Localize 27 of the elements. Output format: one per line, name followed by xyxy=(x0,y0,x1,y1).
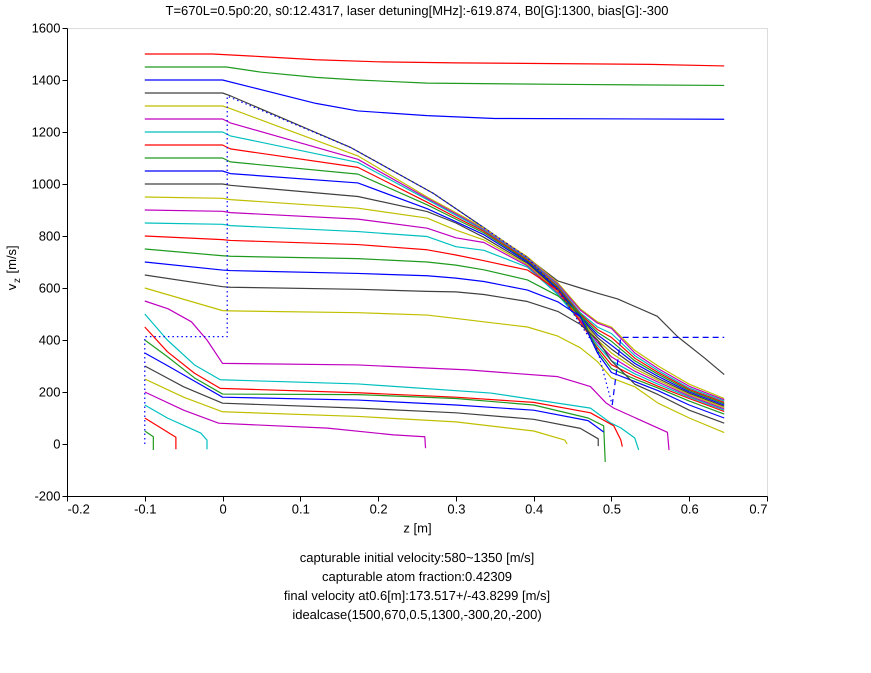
y-tick-label: 0 xyxy=(53,436,60,452)
y-tick-label: 1600 xyxy=(32,20,60,36)
x-tick-label: 0.2 xyxy=(370,502,388,516)
chart-title: T=670L=0.5p0:20, s0:12.4317, laser detuning[MHz]:-619.874, B0[G]:1300, bias[G]:-300 xyxy=(165,3,669,18)
y-tick-label: 200 xyxy=(38,384,60,400)
x-tick-label: 0.1 xyxy=(292,502,310,516)
text: capturable initial velocity:580~1350 [m/s] xyxy=(300,550,534,565)
y-tick-label: -200 xyxy=(34,488,60,504)
x-tick-label: -0.1 xyxy=(134,502,156,516)
x-tick-label: 0.6 xyxy=(680,502,699,516)
x-axis-title: z [m] xyxy=(403,520,432,536)
y-tick-label: 400 xyxy=(38,332,60,348)
y-axis-title: vz [m/s] xyxy=(4,245,23,290)
y-tick-label: 1000 xyxy=(32,176,60,192)
y-tick-label: 600 xyxy=(38,280,60,296)
x-tick-label: 0.3 xyxy=(447,502,466,516)
x-tick-label: 0.5 xyxy=(602,502,621,516)
y-tick-label: 800 xyxy=(38,228,60,244)
x-tick-label: 0 xyxy=(219,502,227,516)
x-tick-label: 0.7 xyxy=(749,502,768,516)
text: idealcase(1500,670,0.5,1300,-300,20,-200) xyxy=(292,607,542,622)
text: capturable atom fraction:0.42309 xyxy=(322,569,512,584)
y-tick-label: 1400 xyxy=(32,72,60,88)
x-tick-label: 0.4 xyxy=(525,502,544,516)
text: final velocity at0.6[m]:173.517+/-43.8299 [m/s] xyxy=(284,588,550,603)
y-tick-label: 1200 xyxy=(32,124,60,140)
x-tick-label: -0.2 xyxy=(68,502,90,516)
